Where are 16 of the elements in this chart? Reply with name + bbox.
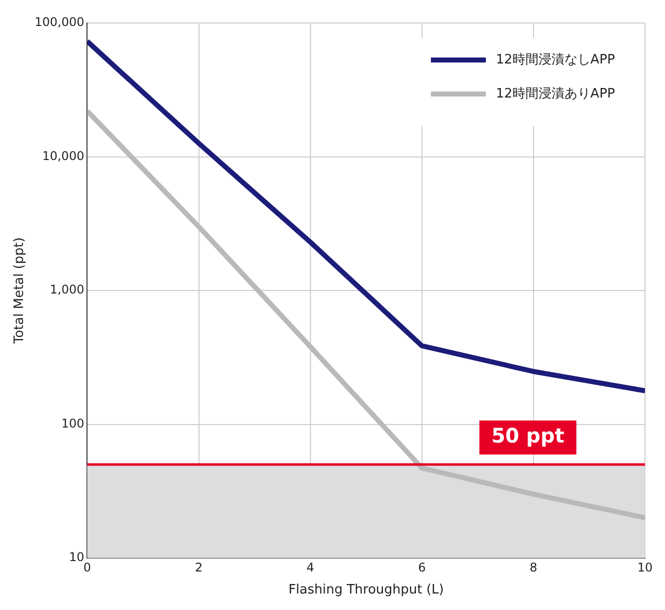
y-tick-label: 100,000: [34, 15, 84, 30]
x-tick-label: 2: [194, 560, 203, 574]
ref-line-label: 50 ppt: [491, 424, 565, 448]
x-tick-label: 4: [306, 560, 314, 574]
x-tick-label: 8: [530, 560, 538, 574]
y-tick-label: 10,000: [42, 148, 84, 163]
x-axis-title: Flashing Throughput (L): [288, 582, 444, 598]
y-axis-title: Total Metal (ppt): [12, 237, 28, 345]
y-tick-label: 1,000: [50, 282, 84, 297]
y-tick-label: 10: [68, 550, 84, 564]
y-tick-label: 100: [61, 416, 84, 430]
legend-label: 12時間浸漬なしAPP: [496, 52, 616, 68]
legend-label: 12時間浸漬ありAPP: [496, 86, 616, 102]
x-tick-label: 10: [637, 560, 653, 574]
x-tick-label: 6: [418, 560, 426, 574]
x-tick-label: 0: [83, 560, 92, 574]
